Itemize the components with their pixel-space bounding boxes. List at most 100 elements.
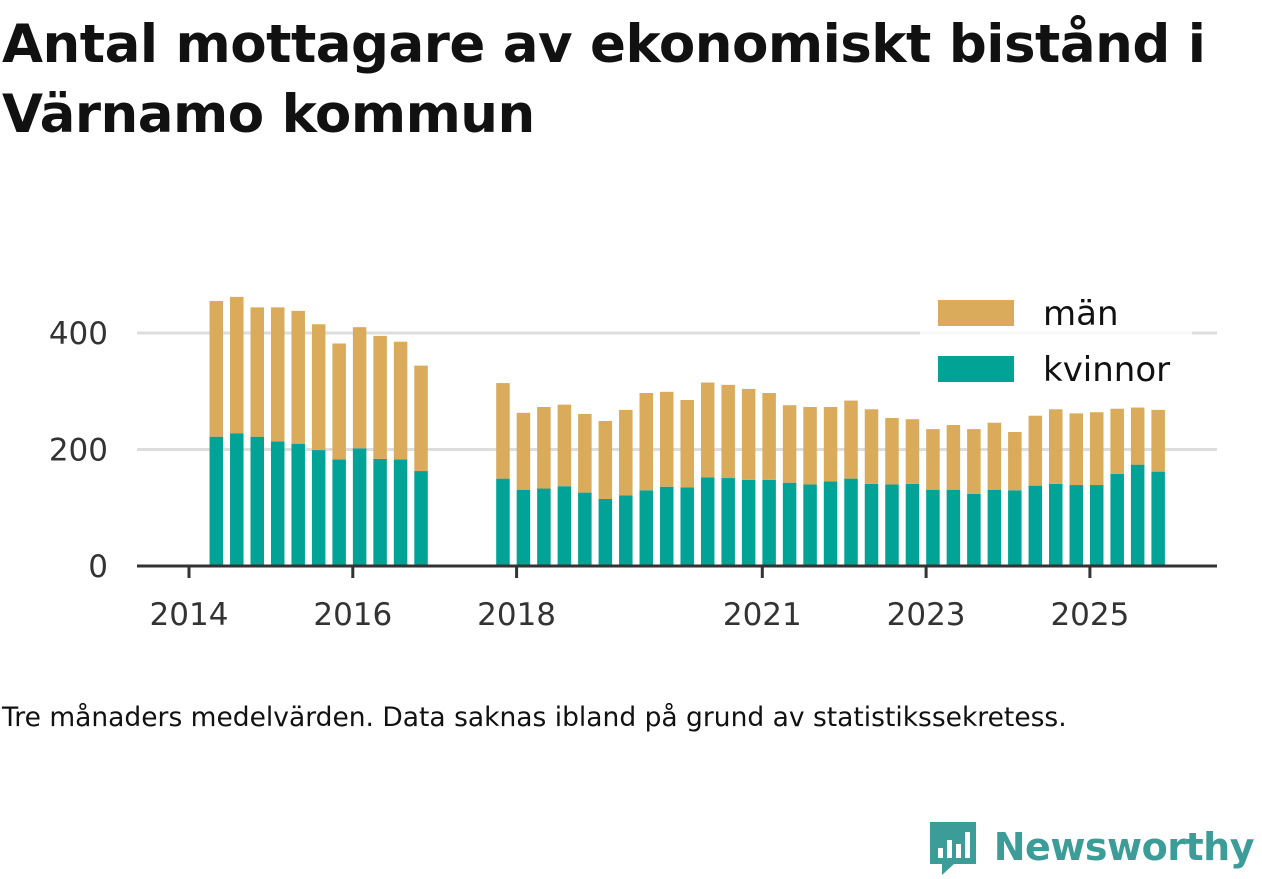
bar-kvinnor [557, 486, 572, 566]
bar-kvinnor [803, 484, 817, 566]
bar-man [823, 406, 838, 482]
bar-man [1110, 408, 1124, 474]
bar-kvinnor [537, 488, 551, 566]
bar-kvinnor [250, 436, 264, 566]
bar-kvinnor [987, 489, 1002, 566]
bar-kvinnor [1130, 464, 1145, 566]
newsworthy-logo-icon [929, 822, 976, 875]
bar-man [496, 383, 510, 479]
bar-kvinnor [905, 483, 920, 566]
bar-man [700, 382, 715, 478]
bar-kvinnor [230, 433, 244, 566]
bar-man [270, 307, 285, 442]
bar-man [1130, 407, 1145, 465]
bar-kvinnor [680, 487, 694, 566]
bar-man [864, 409, 879, 484]
bar-kvinnor [844, 478, 858, 566]
bar-kvinnor [209, 436, 224, 566]
bar-man [291, 310, 305, 444]
bar-kvinnor [352, 448, 367, 566]
bar-man [598, 420, 613, 500]
bar-man [557, 404, 572, 487]
bar-man [741, 388, 756, 480]
bar-man [762, 392, 776, 480]
bar-man [1089, 412, 1104, 486]
bar-man [1049, 409, 1063, 484]
bar-kvinnor [1151, 471, 1165, 566]
bars [209, 296, 1165, 566]
bar-man [885, 418, 899, 485]
bar-kvinnor [373, 458, 387, 566]
bar-man [352, 327, 367, 449]
bar-kvinnor [741, 479, 756, 566]
brand: Newsworthy [928, 818, 1255, 876]
axes: 0 200 400 2014 2016 2018 2021 2023 2025 [49, 316, 1217, 633]
bar-kvinnor [1028, 485, 1043, 566]
bar-man [1069, 413, 1083, 486]
bar-kvinnor [946, 489, 961, 566]
bar-man [311, 324, 326, 451]
bar-kvinnor [1089, 485, 1104, 566]
x-tick-label: 2023 [887, 597, 966, 633]
bar-kvinnor [578, 492, 592, 566]
chart: 0 200 400 2014 2016 2018 2021 2023 2025 män kvinn… [49, 290, 1217, 633]
bar-man [516, 412, 531, 490]
bar-man [1151, 409, 1165, 472]
bar-kvinnor [1049, 483, 1063, 566]
bar-man [250, 307, 264, 437]
bar-man [230, 296, 244, 434]
bar-kvinnor [1008, 490, 1022, 566]
bar-man [1028, 415, 1043, 486]
bar-man [332, 343, 346, 460]
bar-kvinnor [721, 478, 735, 566]
bar-man [926, 429, 940, 490]
bar-man [987, 422, 1002, 490]
bar-man [639, 392, 654, 491]
bar-man [660, 391, 674, 487]
bar-man [1008, 432, 1022, 491]
bar-kvinnor [598, 499, 613, 566]
bar-man [373, 335, 387, 459]
bar-kvinnor [639, 490, 654, 566]
bar-man [967, 429, 981, 494]
bar-man [946, 425, 961, 490]
bar-man [537, 406, 551, 489]
bar-man [905, 419, 920, 484]
bar-kvinnor [619, 495, 633, 566]
bar-man [782, 405, 797, 483]
y-tick-label: 200 [49, 433, 108, 469]
x-tick-label: 2016 [313, 597, 392, 633]
bar-man [844, 400, 858, 479]
bar-man [721, 384, 735, 479]
bar-kvinnor [332, 459, 346, 566]
bar-kvinnor [864, 483, 879, 566]
x-tick-label: 2018 [477, 597, 556, 633]
chart-caption: Tre månaders medelvärden. Data saknas ib… [2, 702, 1067, 733]
bar-kvinnor [700, 477, 715, 566]
bar-man [393, 341, 408, 460]
bar-kvinnor [414, 471, 428, 566]
x-tick-label: 2014 [150, 597, 229, 633]
legend: män kvinnor [920, 290, 1192, 400]
y-tick-label: 400 [49, 316, 108, 352]
bar-kvinnor [926, 489, 940, 566]
bar-kvinnor [516, 489, 531, 566]
bar-man [619, 409, 633, 496]
bar-kvinnor [762, 479, 776, 566]
legend-swatch [938, 300, 1014, 326]
bar-kvinnor [311, 450, 326, 566]
bar-kvinnor [291, 443, 305, 566]
bar-kvinnor [660, 486, 674, 566]
bar-man [803, 406, 817, 485]
chart-title: Antal mottagare av ekonomiskt bistånd i … [2, 14, 1206, 145]
bar-man [209, 300, 224, 437]
legend-swatch [938, 356, 1014, 382]
bar-kvinnor [885, 484, 899, 566]
bar-kvinnor [393, 459, 408, 566]
bar-kvinnor [1110, 473, 1124, 566]
x-tick-label: 2021 [723, 597, 802, 633]
y-tick-label: 0 [88, 549, 108, 585]
bar-kvinnor [496, 478, 510, 566]
bar-kvinnor [1069, 485, 1083, 566]
bar-man [578, 413, 592, 493]
